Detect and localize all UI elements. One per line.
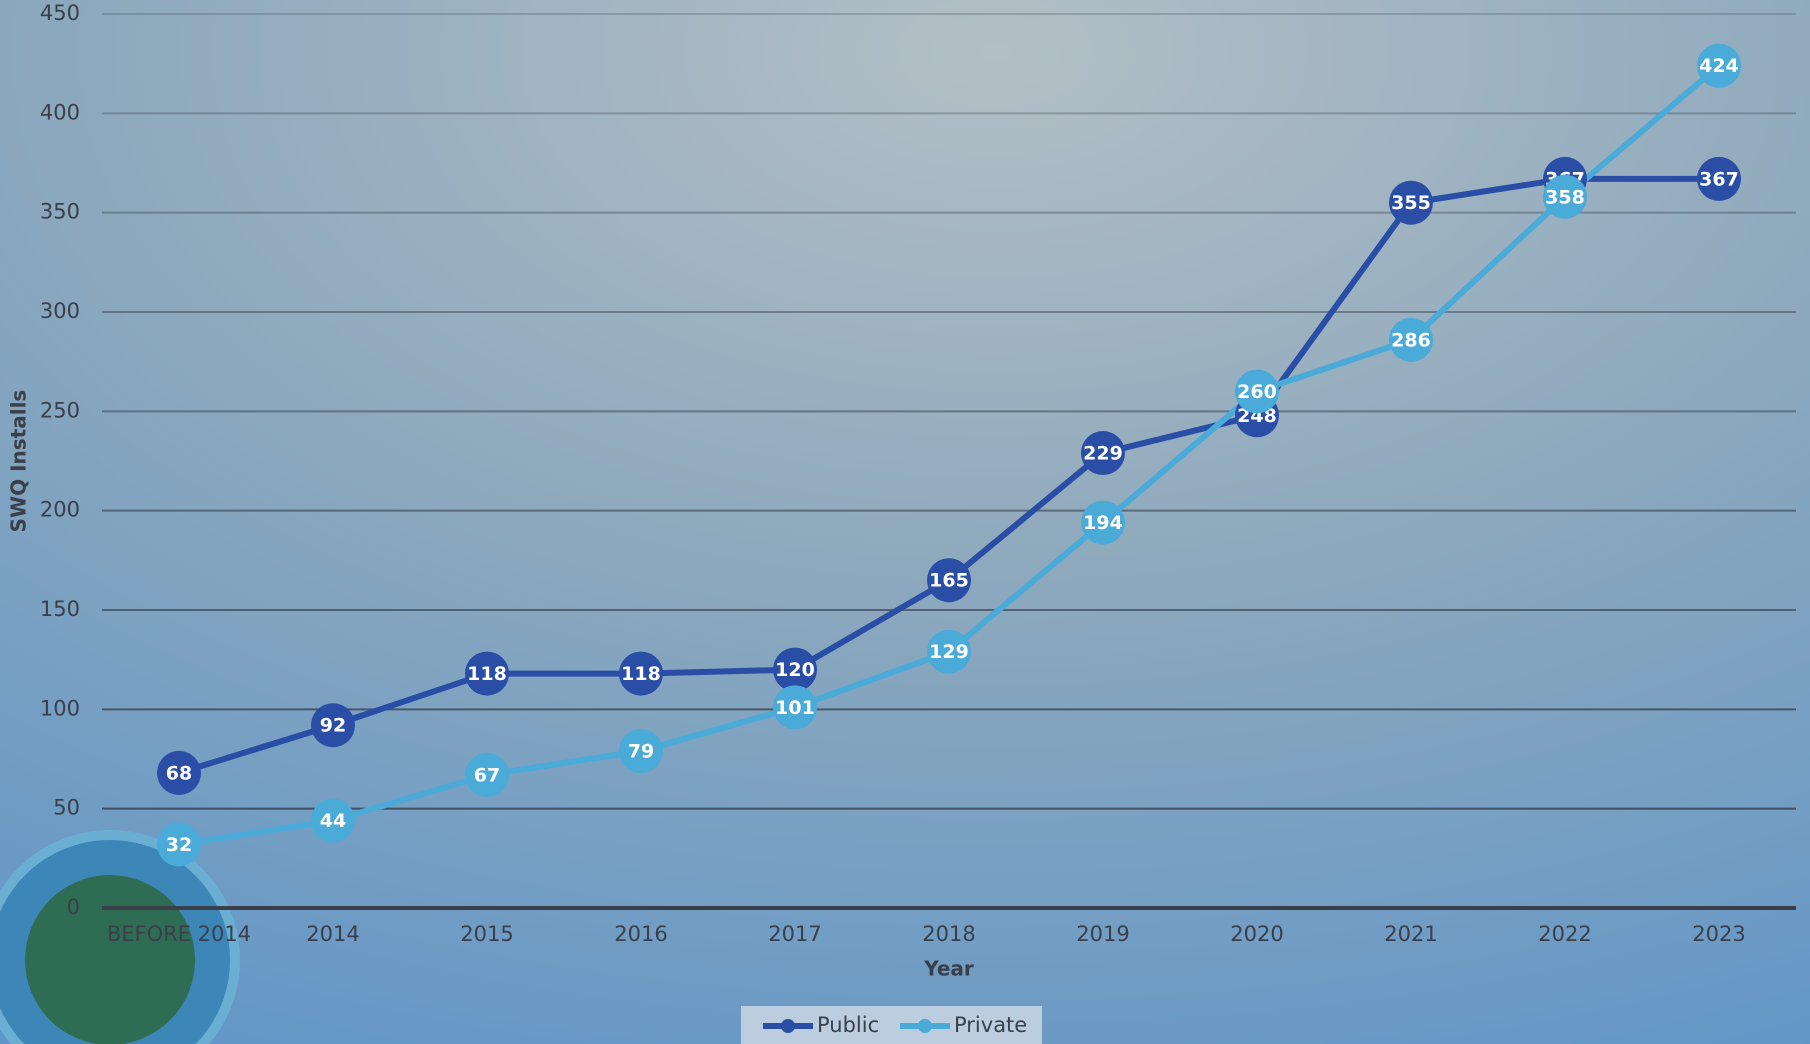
y-tick-label: 200	[40, 498, 80, 522]
x-tick-label: 2014	[306, 922, 359, 946]
data-label: 92	[320, 715, 346, 737]
y-axis-title: SWQ Installs	[7, 390, 31, 533]
point	[773, 685, 817, 730]
legend-marker	[781, 1019, 795, 1033]
y-tick-label: 300	[40, 299, 80, 323]
legend: Public Private	[763, 1013, 1027, 1037]
data-label: 67	[474, 764, 500, 786]
point	[157, 750, 201, 795]
point	[157, 822, 201, 867]
point	[1389, 180, 1433, 225]
data-label: 194	[1083, 512, 1123, 534]
data-label: 229	[1083, 443, 1123, 465]
data-label: 118	[621, 663, 661, 685]
data-label: 79	[628, 741, 654, 763]
y-tick-label: 50	[53, 796, 80, 820]
legend-marker	[918, 1019, 932, 1033]
x-tick-label: 2020	[1230, 922, 1283, 946]
y-tick-label: 150	[40, 597, 80, 621]
point	[1081, 500, 1125, 545]
x-tick-label: 2015	[460, 922, 513, 946]
point	[1543, 174, 1587, 219]
x-tick-label: 2016	[614, 922, 667, 946]
y-tick-label: 450	[40, 1, 80, 25]
x-tick-label: 2019	[1076, 922, 1129, 946]
point	[1235, 369, 1279, 414]
data-label: 68	[166, 762, 192, 784]
data-label: 260	[1237, 381, 1277, 403]
point	[773, 647, 817, 692]
data-label: 165	[929, 570, 969, 592]
point	[1697, 43, 1741, 88]
data-label: 32	[166, 834, 192, 856]
y-tick-label: 0	[67, 895, 80, 919]
data-label: 118	[467, 663, 507, 685]
point	[1697, 156, 1741, 201]
data-label: 355	[1391, 192, 1431, 214]
point	[1389, 317, 1433, 362]
point	[311, 703, 355, 748]
data-label: 358	[1545, 186, 1585, 208]
y-tick-label: 400	[40, 100, 80, 124]
data-label: 424	[1699, 55, 1739, 77]
point	[465, 651, 509, 696]
y-tick-label: 250	[40, 398, 80, 422]
data-label: 120	[775, 659, 815, 681]
legend-label: Private	[954, 1013, 1027, 1037]
x-tick-label: 2021	[1384, 922, 1437, 946]
point	[1081, 431, 1125, 476]
data-label: 129	[929, 641, 969, 663]
x-axis-title: Year	[923, 957, 974, 981]
point	[927, 629, 971, 674]
point	[619, 651, 663, 696]
x-tick-label: 2018	[922, 922, 975, 946]
x-tick-label: 2023	[1692, 922, 1745, 946]
point	[311, 798, 355, 843]
point	[465, 752, 509, 797]
y-tick-label: 100	[40, 696, 80, 720]
data-label: 101	[775, 697, 815, 719]
x-tick-label: 2017	[768, 922, 821, 946]
x-tick-label: BEFORE 2014	[107, 922, 251, 946]
data-label: 44	[320, 810, 346, 832]
x-tick-label: 2022	[1538, 922, 1591, 946]
point	[927, 558, 971, 603]
logo-inner	[25, 875, 195, 1044]
point	[619, 729, 663, 774]
data-label: 286	[1391, 329, 1431, 351]
legend-label: Public	[817, 1013, 879, 1037]
y-tick-label: 350	[40, 200, 80, 224]
data-label: 367	[1699, 168, 1739, 190]
